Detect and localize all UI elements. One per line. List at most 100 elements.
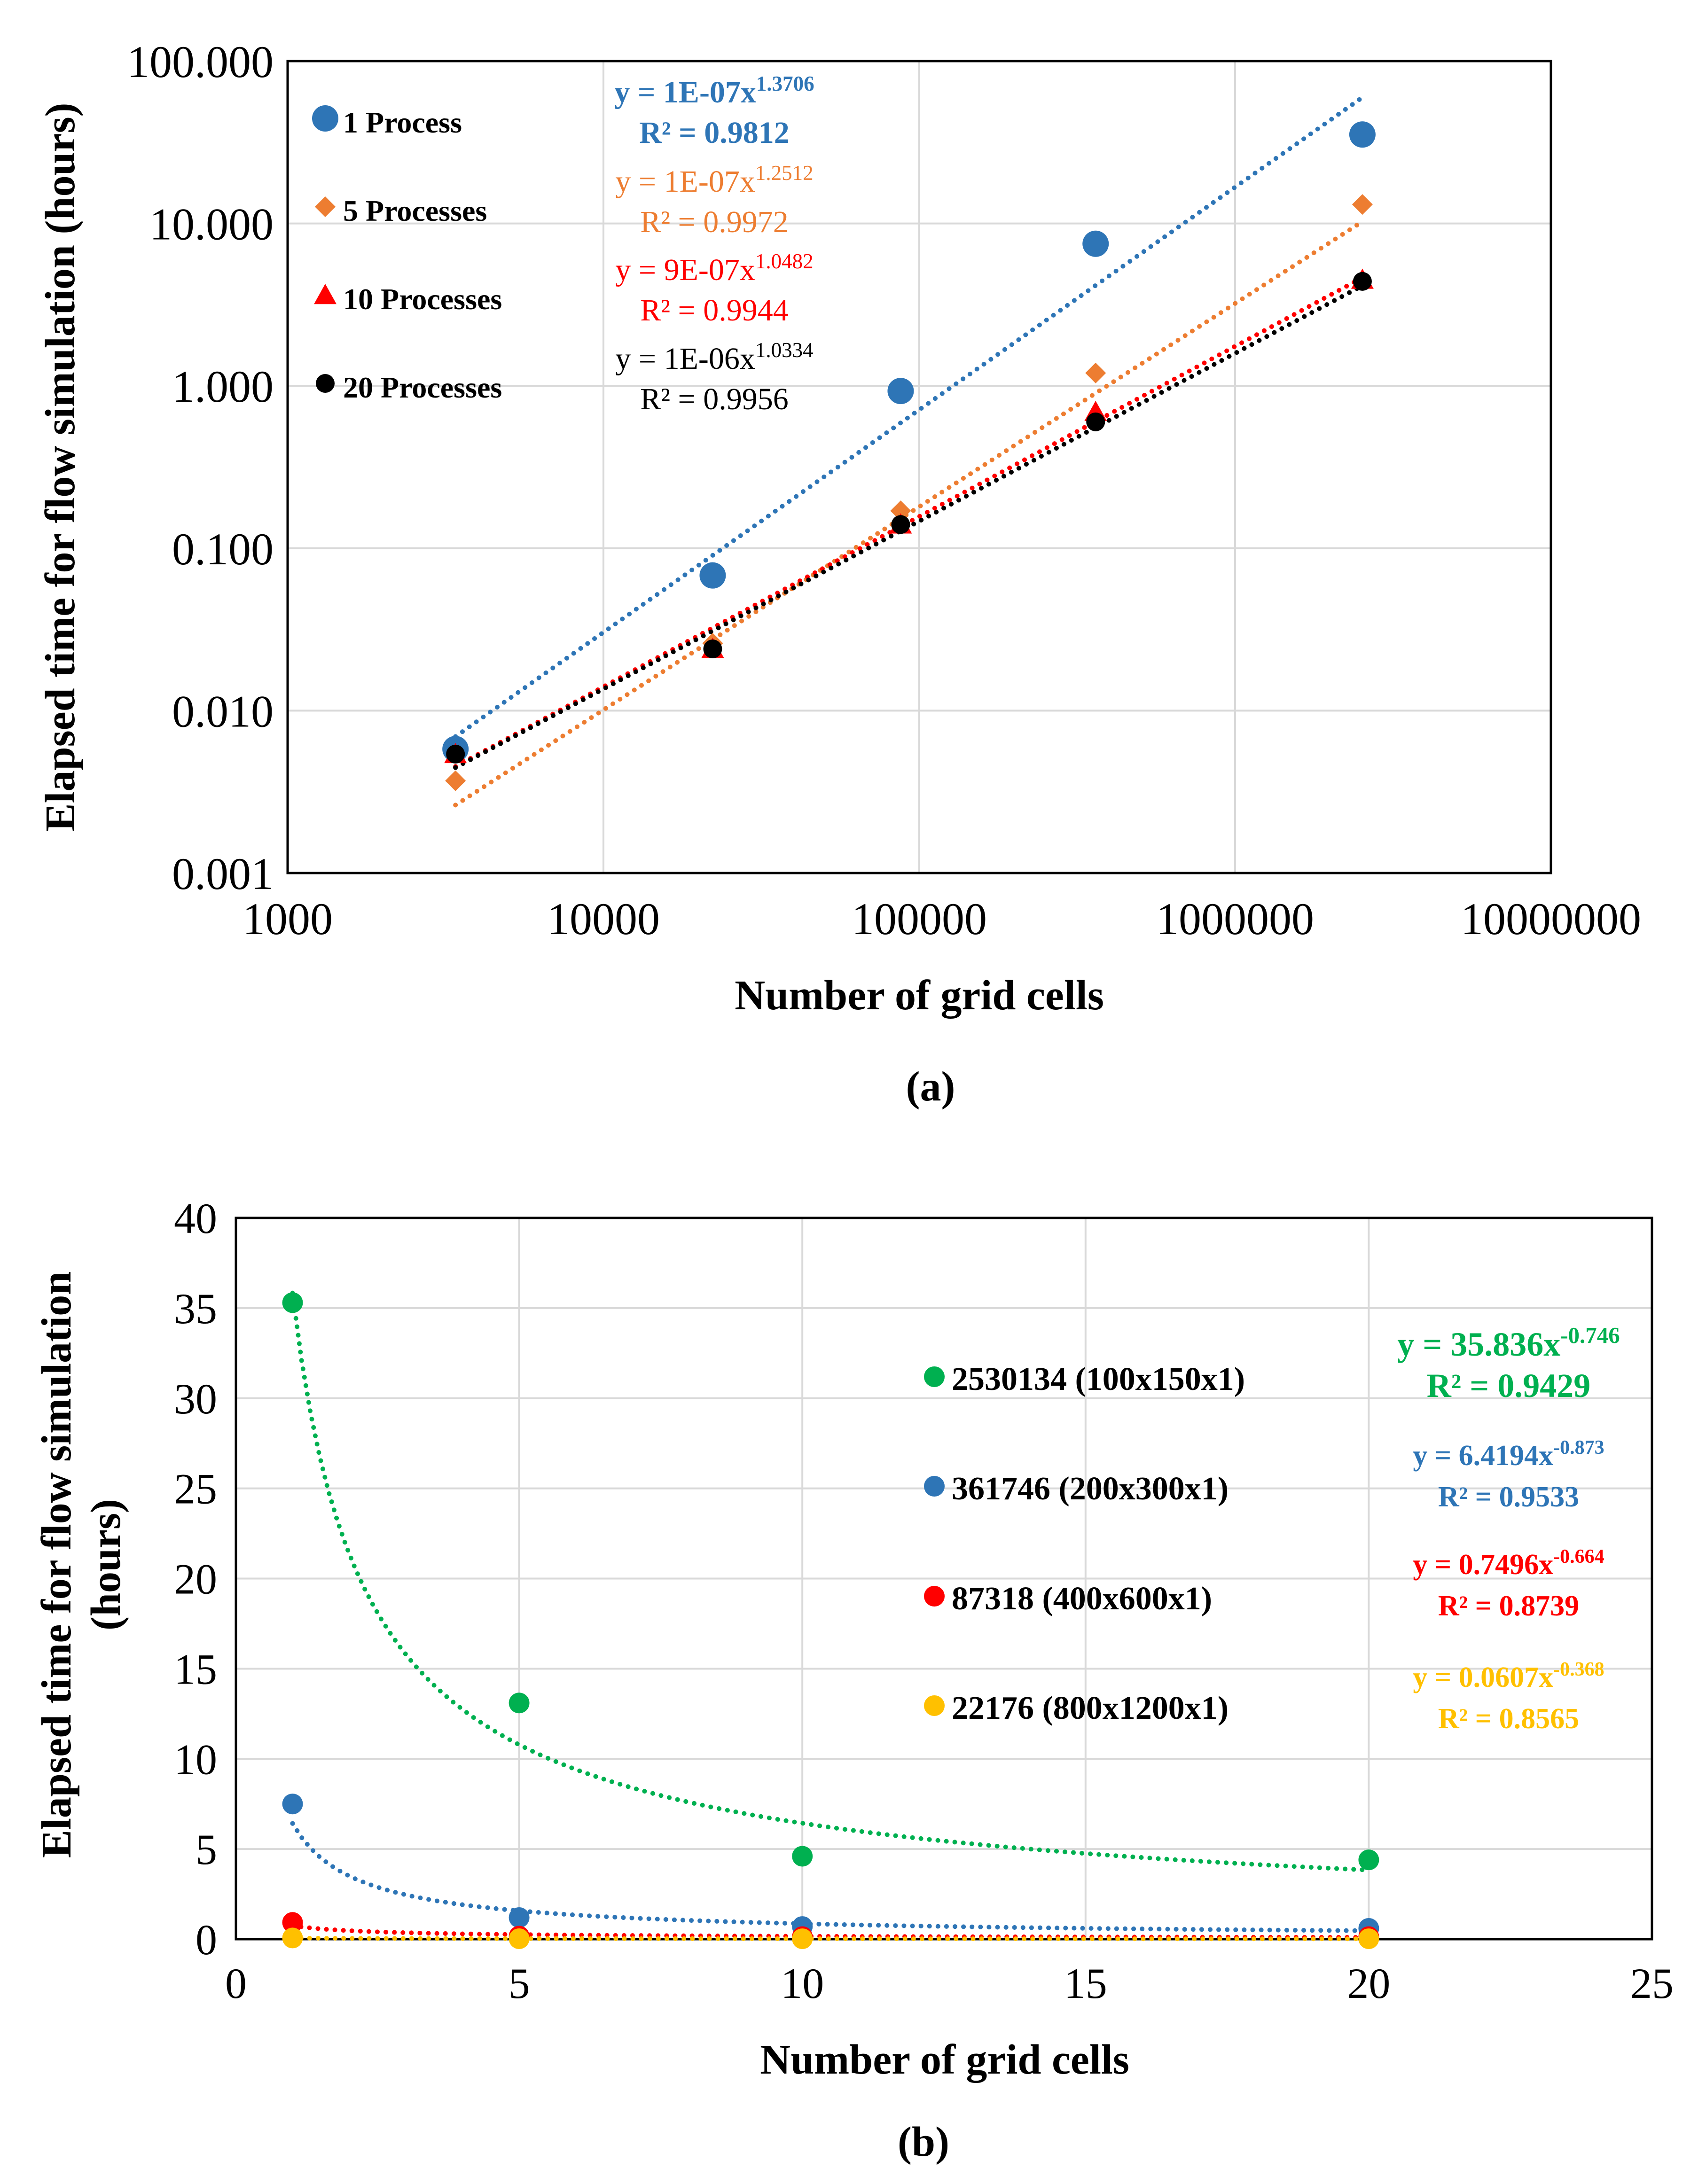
chart-a-x-tick-label: 1000000	[1156, 894, 1314, 944]
chart-a-r2-label: R² = 0.9944	[640, 293, 789, 328]
chart-b-y-tick-label: 25	[174, 1465, 217, 1513]
chart-b-legend-marker	[924, 1476, 945, 1497]
chart-b-y-tick-label: 10	[174, 1735, 217, 1783]
chart-a-r2-label: R² = 0.9972	[640, 205, 789, 239]
chart-a-point-s4	[1086, 412, 1105, 431]
chart-a-y-tick-label: 100.000	[127, 37, 274, 87]
chart-b-plot-frame	[235, 1217, 1653, 1941]
chart-b-point-s1	[1358, 1849, 1379, 1871]
chart-a-legend-label: 5 Processes	[343, 194, 487, 227]
chart-b-y-tick-label: 35	[174, 1285, 217, 1333]
chart-b-equation-exponent: -0.368	[1553, 1659, 1604, 1680]
chart-b-point-s1	[792, 1846, 813, 1867]
chart-a-y-tick-label: 0.100	[172, 524, 274, 574]
chart-a-equation: y = 1E-07x1.2512	[615, 161, 813, 199]
chart-b-trendline-3	[290, 1923, 1371, 1940]
chart-b-x-tick-label: 25	[1630, 1959, 1674, 2007]
chart-b-point-s4	[792, 1928, 813, 1950]
chart-b-x-tick-label: 5	[509, 1959, 530, 2007]
chart-b-legend-label: 22176 (800x1200x1)	[952, 1690, 1229, 1726]
chart-b-point-s3	[282, 1912, 303, 1933]
chart-b-y-axis-title-line2: (hours)	[83, 1499, 129, 1630]
chart-a-equation: y = 1E-06x1.0334	[615, 338, 813, 376]
chart-b-x-tick-label: 0	[225, 1959, 247, 2007]
chart-a-legend-marker	[316, 374, 335, 393]
chart-a-x-tick-label: 100000	[852, 894, 987, 944]
chart-b-r2-label: R² = 0.9429	[1427, 1367, 1591, 1404]
chart-a-equation: y = 9E-07x1.0482	[615, 250, 813, 287]
chart-a-point-s4	[446, 744, 465, 764]
chart-a-equation-base: y = 1E-06x	[615, 342, 755, 376]
chart-a-equation-exponent: 1.2512	[755, 161, 814, 185]
chart-a-equation: y = 1E-07x1.3706	[614, 72, 814, 109]
chart-a-y-tick-label: 10.000	[149, 199, 274, 250]
chart-b: 0 5 10 15 20 25 0 5 10 15 20 25 30 35 40 Number of grid…	[33, 1194, 1674, 2165]
chart-b-r2-label: R² = 0.9533	[1438, 1481, 1579, 1513]
chart-a-point-s1	[1082, 230, 1109, 257]
chart-b-y-tick-label: 15	[174, 1645, 217, 1693]
chart-b-point-s4	[282, 1927, 303, 1949]
chart-b-panel-label: (b)	[898, 2119, 949, 2165]
chart-a-trendline-4	[453, 283, 1365, 770]
chart-a-y-tick-label: 1.000	[172, 361, 274, 412]
chart-a-plot-frame	[286, 60, 1552, 874]
chart-a-panel-label: (a)	[906, 1063, 955, 1110]
chart-b-equation: y = 0.0607x-0.368	[1413, 1659, 1604, 1693]
chart-a-point-s4	[1353, 272, 1372, 291]
chart-a-y-tick-label: 0.010	[172, 686, 274, 736]
chart-b-point-s4	[509, 1928, 530, 1950]
chart-b-equation-base: y = 0.0607x	[1413, 1661, 1553, 1693]
chart-b-equation-base: y = 6.4194x	[1413, 1440, 1553, 1472]
chart-b-x-tick-label: 15	[1064, 1959, 1107, 2007]
chart-a-point-s1	[887, 378, 914, 405]
chart-b-legend-marker	[924, 1366, 945, 1387]
chart-b-x-axis-title: Number of grid cells	[760, 2036, 1129, 2083]
chart-b-equation-exponent: -0.873	[1553, 1437, 1604, 1459]
chart-b-legend-marker	[924, 1695, 945, 1716]
chart-a-x-axis-title: Number of grid cells	[735, 972, 1104, 1019]
chart-b-y-tick-label: 20	[174, 1555, 217, 1603]
chart-a-trendline-1	[453, 95, 1365, 739]
chart-a-trendline-2	[453, 219, 1365, 808]
chart-a-point-s1	[699, 562, 726, 589]
chart-a-point-s2	[445, 770, 466, 791]
chart-a-x-tick-label: 10000000	[1461, 894, 1641, 944]
chart-a-equation-base: y = 9E-07x	[615, 253, 755, 287]
chart-b-equation-base: y = 35.836x	[1397, 1326, 1560, 1363]
chart-b-trendline-2	[290, 1821, 1371, 1933]
chart-a-legend-label: 10 Processes	[343, 282, 502, 316]
chart-b-equation: y = 35.836x-0.746	[1397, 1322, 1620, 1363]
chart-a-y-axis-title: Elapsed time for flow simulation (hours)	[37, 103, 84, 832]
chart-b-point-s4	[1358, 1928, 1379, 1950]
chart-a-equation-exponent: 1.0482	[755, 250, 814, 273]
chart-a-r2-label: R² = 0.9812	[639, 116, 790, 150]
chart-b-r2-label: R² = 0.8565	[1438, 1703, 1579, 1735]
chart-a-point-s2	[890, 500, 911, 522]
chart-b-legend-label: 361746 (200x300x1)	[952, 1471, 1229, 1507]
chart-a-point-s1	[1349, 121, 1376, 148]
chart-a-legend-marker	[314, 284, 337, 304]
chart-a-point-s4	[703, 639, 722, 658]
chart-b-x-tick-label: 10	[781, 1959, 824, 2007]
chart-b-trendline-1	[290, 1290, 1371, 1872]
chart-a-x-tick-label: 1000	[243, 894, 333, 944]
chart-b-y-tick-label: 5	[196, 1825, 217, 1873]
chart-b-legend-label: 2530134 (100x150x1)	[952, 1361, 1245, 1397]
chart-b-equation: y = 0.7496x-0.664	[1413, 1546, 1604, 1581]
chart-b-y-tick-label: 30	[174, 1375, 217, 1423]
chart-b-equation-exponent: -0.746	[1560, 1322, 1620, 1348]
chart-b-y-tick-label: 0	[196, 1916, 217, 1964]
chart-b-equation-base: y = 0.7496x	[1413, 1549, 1553, 1581]
chart-a-equation-base: y = 1E-07x	[615, 164, 755, 199]
chart-a-y-tick-label: 0.001	[172, 849, 274, 899]
chart-b-legend-label: 87318 (400x600x1)	[952, 1581, 1212, 1617]
chart-b-y-axis-title-line1: Elapsed time for flow simulation	[33, 1271, 80, 1858]
chart-a-legend-label: 20 Processes	[343, 371, 502, 404]
chart-b-r2-label: R² = 0.8739	[1438, 1590, 1579, 1622]
chart-a-equation-exponent: 1.3706	[756, 72, 814, 95]
chart-a-legend-marker	[312, 105, 338, 132]
chart-b-point-s1	[282, 1292, 303, 1313]
chart-b-equation: y = 6.4194x-0.873	[1413, 1437, 1604, 1472]
